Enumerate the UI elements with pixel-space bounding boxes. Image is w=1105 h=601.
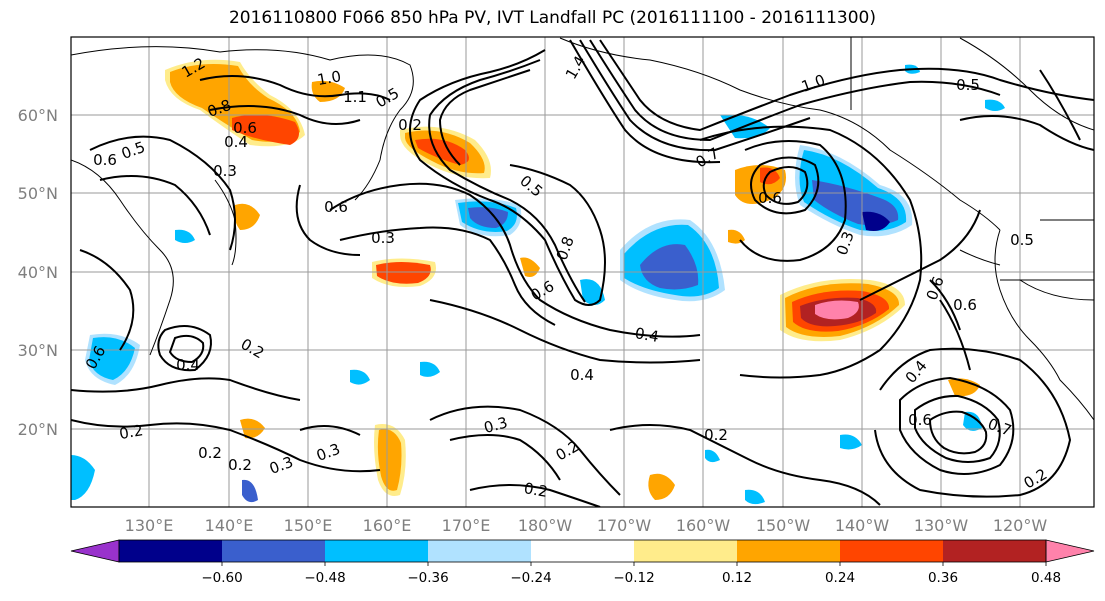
contour-label: 0.6 xyxy=(324,198,348,216)
pv-positive-anomalies xyxy=(165,59,980,500)
contour-label: 0.5 xyxy=(1010,231,1034,249)
colorbar-tick-label: −0.12 xyxy=(613,570,654,586)
contour-label: 0.2 xyxy=(198,444,222,462)
contour-label: 0.2 xyxy=(398,116,422,134)
colorbar-segment xyxy=(634,540,738,562)
contour-label: 0.5 xyxy=(956,76,980,94)
contour-label: 1.0 xyxy=(316,67,343,89)
lat-label: 50°N xyxy=(18,184,58,203)
contour-label: 0.6 xyxy=(233,119,257,137)
lat-label: 20°N xyxy=(18,420,58,439)
latitude-labels: 60°N 50°N 40°N 30°N 20°N xyxy=(18,106,58,439)
colorbar-extend-low xyxy=(70,539,120,563)
lon-label: 170°W xyxy=(597,516,652,535)
graticule xyxy=(71,37,1094,507)
lon-label: 130°W xyxy=(914,516,969,535)
contour-label: 0.4 xyxy=(570,366,594,384)
lon-label: 150°W xyxy=(756,516,811,535)
contour-label: 0.4 xyxy=(224,133,248,151)
contour-label: 0.3 xyxy=(482,413,510,437)
colorbar-tick-label: 0.24 xyxy=(825,570,855,586)
contour-label: 0.2 xyxy=(228,456,252,474)
colorbar-tick-label: −0.60 xyxy=(201,570,242,586)
colorbar-segment xyxy=(119,540,223,562)
longitude-labels: 130°E 140°E 150°E 160°E 170°E 180°W 170°… xyxy=(125,516,1048,535)
contour-label: 0.6 xyxy=(93,151,117,169)
lat-label: 30°N xyxy=(18,341,58,360)
colorbar-tick-label: −0.36 xyxy=(407,570,448,586)
map-title: 2016110800 F066 850 hPa PV, IVT Landfall… xyxy=(228,8,876,28)
colorbar-tick-label: −0.24 xyxy=(510,570,551,586)
coastlines xyxy=(71,37,1094,421)
contour-label: 0.2 xyxy=(704,426,728,444)
colorbar-segment xyxy=(325,540,429,562)
lat-label: 60°N xyxy=(18,106,58,125)
colorbar-segment xyxy=(428,540,532,562)
lon-label: 140°E xyxy=(205,516,254,535)
colorbar-segment xyxy=(222,540,326,562)
lat-label: 40°N xyxy=(18,263,58,282)
lon-label: 170°E xyxy=(442,516,491,535)
colorbar-segment xyxy=(840,540,944,562)
colorbar-segment xyxy=(943,540,1047,562)
colorbar-tick-label: 0.36 xyxy=(928,570,958,586)
contour-label: 1.1 xyxy=(343,88,367,106)
colorbar-segment xyxy=(737,540,841,562)
lon-label: 140°W xyxy=(835,516,890,535)
contour-label: 0.3 xyxy=(371,229,395,247)
lon-label: 180°W xyxy=(518,516,573,535)
contour-label: 0.6 xyxy=(758,189,782,207)
contour-label: 0.4 xyxy=(634,324,661,346)
contour-label: 0.2 xyxy=(523,479,550,501)
contour-label: 0.6 xyxy=(908,411,932,429)
colorbar-extend-high xyxy=(1045,539,1095,563)
colorbar-tick-label: 0.12 xyxy=(722,570,752,586)
colorbar-segment xyxy=(531,540,635,562)
colorbar: −0.60 −0.48 −0.36 −0.24 −0.12 0.12 0.24 0.36 0.4… xyxy=(70,539,1095,586)
lon-label: 120°W xyxy=(993,516,1048,535)
lon-label: 130°E xyxy=(125,516,174,535)
lon-label: 160°E xyxy=(363,516,412,535)
contour-label: 0.4 xyxy=(176,356,200,374)
colorbar-tick-label: −0.48 xyxy=(304,570,345,586)
lon-label: 150°E xyxy=(284,516,333,535)
contour-label: 0.3 xyxy=(213,162,237,180)
colorbar-tick-label: 0.48 xyxy=(1031,570,1061,586)
map-frame xyxy=(70,36,1095,508)
contour-label: 0.6 xyxy=(953,296,977,314)
colorbar-outline xyxy=(118,539,1047,563)
lon-label: 160°W xyxy=(676,516,731,535)
contour-label: 0.2 xyxy=(118,421,145,443)
pv-contours xyxy=(71,39,1094,507)
